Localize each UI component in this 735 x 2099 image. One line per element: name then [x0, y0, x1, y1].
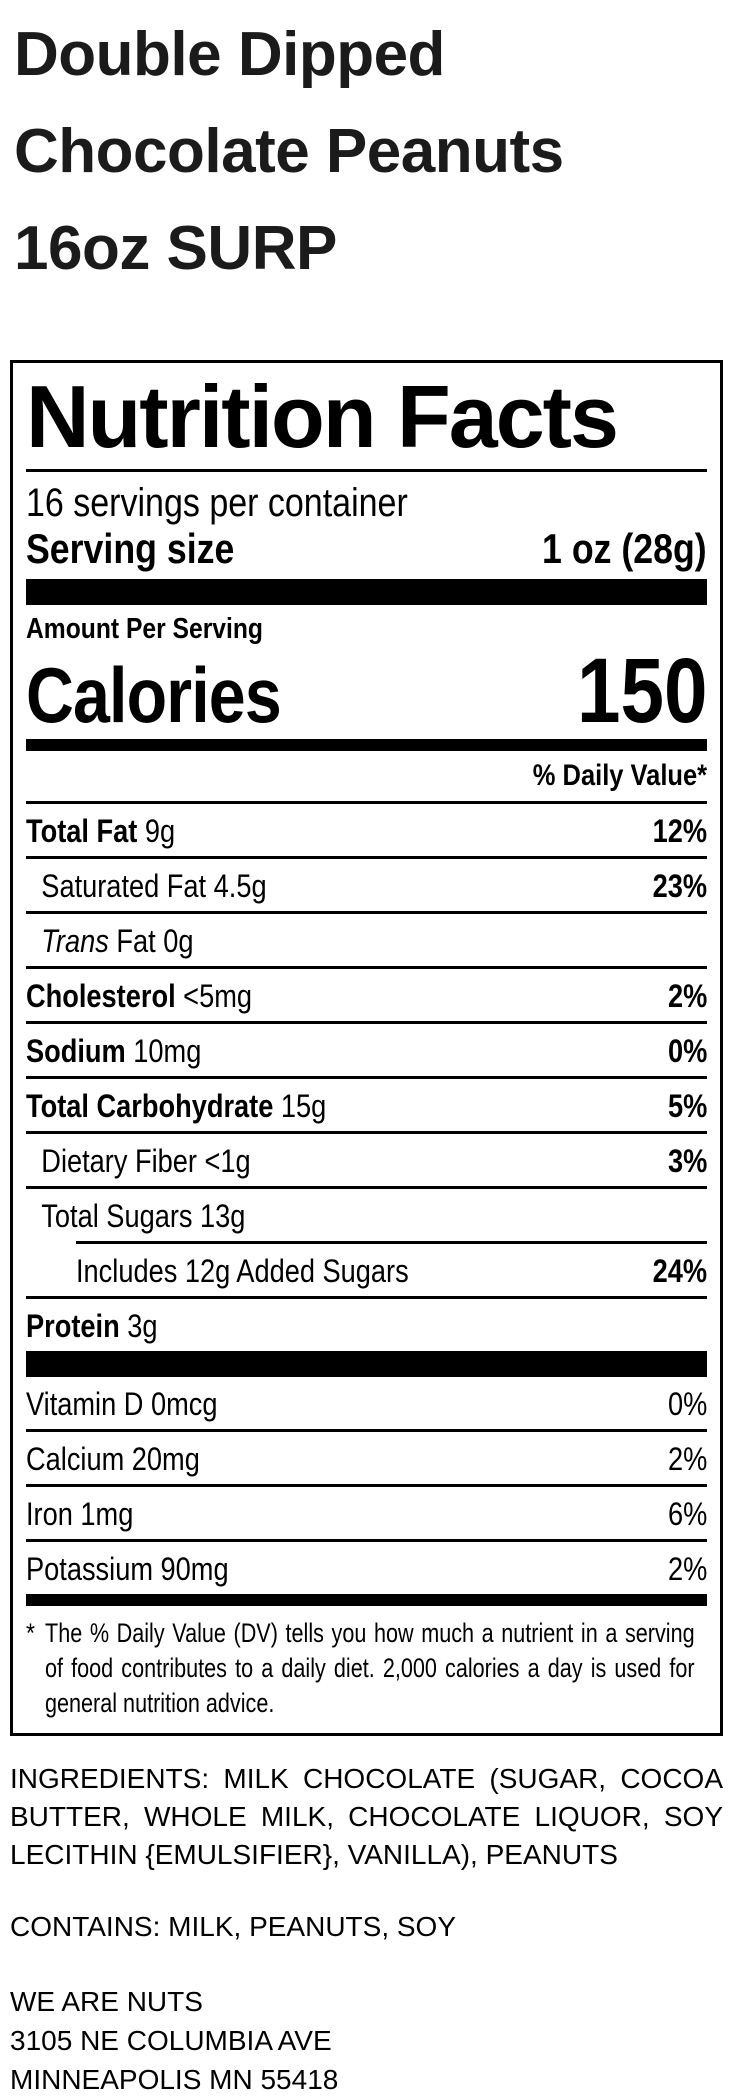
nutrient-row-dietary-fiber: Dietary Fiber <1g 3% [26, 1131, 707, 1186]
nutrient-row-trans-fat: Trans Fat 0g [26, 911, 707, 966]
nutrient-daily-value: 0% [667, 1033, 707, 1069]
nutrient-name: Dietary Fiber <1g [41, 1143, 251, 1179]
nutrient-name: Trans Fat 0g [41, 923, 194, 959]
nutrient-row-total-fat: Total Fat 9g 12% [26, 801, 707, 856]
vitamin-daily-value: 0% [667, 1386, 707, 1422]
vitamin-name: Iron 1mg [26, 1496, 134, 1532]
calories-row: Calories 150 [26, 640, 707, 742]
nutrient-daily-value: 23% [652, 868, 707, 904]
nutrient-name: Cholesterol <5mg [26, 978, 252, 1014]
daily-value-header: % Daily Value* [532, 759, 707, 792]
divider-bar-after-protein [26, 1351, 707, 1377]
vitamin-name: Vitamin D 0mcg [26, 1386, 218, 1422]
serving-size-label: Serving size [26, 525, 235, 572]
page: Double Dipped Chocolate Peanuts 16oz SUR… [0, 6, 735, 2099]
amount-per-serving-label: Amount Per Serving [26, 613, 263, 645]
nutrient-row-protein: Protein 3g [26, 1296, 707, 1351]
divider-bar-before-footnote [26, 1594, 707, 1606]
serving-size-value: 1 oz (28g) [542, 525, 707, 572]
footnote-asterisk: * [26, 1618, 35, 1648]
nutrient-name: Saturated Fat 4.5g [41, 868, 267, 904]
servings-per-container: 16 servings per container [26, 472, 707, 526]
manufacturer-address: WE ARE NUTS 3105 NE COLUMBIA AVE MINNEAP… [10, 1986, 339, 2095]
divider-bar-thick-top [26, 579, 707, 605]
product-title: Double Dipped Chocolate Peanuts 16oz SUR… [14, 20, 564, 283]
footnote: * The % Daily Value (DV) tells you how m… [26, 1606, 707, 1733]
servings-per-container-text: 16 servings per container [26, 481, 408, 525]
nutrient-daily-value: 24% [652, 1253, 707, 1289]
nutrient-name: Includes 12g Added Sugars [76, 1253, 409, 1289]
vitamin-row-potassium: Potassium 90mg 2% [26, 1539, 707, 1594]
nutrient-row-total-carbohydrate: Total Carbohydrate 15g 5% [26, 1076, 707, 1131]
calories-value: 150 [576, 640, 707, 742]
nutrient-daily-value: 3% [667, 1143, 707, 1179]
nutrient-daily-value: 12% [652, 813, 707, 849]
nutrition-facts-panel: Nutrition Facts 16 servings per containe… [10, 360, 723, 1736]
vitamin-row-vitamin-d: Vitamin D 0mcg 0% [26, 1377, 707, 1429]
vitamin-row-iron: Iron 1mg 6% [26, 1484, 707, 1539]
contains-text: CONTAINS: MILK, PEANUTS, SOY [10, 1911, 457, 1942]
nutrient-row-total-sugars: Total Sugars 13g [26, 1186, 707, 1241]
nutrient-row-added-sugars: Includes 12g Added Sugars 24% [76, 1241, 707, 1296]
vitamin-daily-value: 2% [667, 1551, 707, 1587]
nutrient-name: Total Sugars 13g [41, 1198, 246, 1234]
footnote-text-wrap: The % Daily Value (DV) tells you how muc… [44, 1616, 695, 1721]
nutrient-row-cholesterol: Cholesterol <5mg 2% [26, 966, 707, 1021]
nutrient-row-sodium: Sodium 10mg 0% [26, 1021, 707, 1076]
nutrient-daily-value: 5% [667, 1088, 707, 1124]
nutrition-facts-heading: Nutrition Facts [26, 363, 707, 472]
vitamin-name: Calcium 20mg [26, 1441, 200, 1477]
serving-size-row: Serving size 1 oz (28g) [26, 526, 707, 579]
nutrient-daily-value: 2% [667, 978, 707, 1014]
nutrient-name: Sodium 10mg [26, 1033, 202, 1069]
vitamin-daily-value: 6% [667, 1496, 707, 1532]
vitamin-row-calcium: Calcium 20mg 2% [26, 1429, 707, 1484]
footnote-text: The % Daily Value (DV) tells you how muc… [44, 1618, 695, 1718]
nutrient-name: Total Carbohydrate 15g [26, 1088, 327, 1124]
calories-label: Calories [26, 651, 282, 739]
vitamin-daily-value: 2% [667, 1441, 707, 1477]
nutrient-row-saturated-fat: Saturated Fat 4.5g 23% [26, 856, 707, 911]
vitamin-name: Potassium 90mg [26, 1551, 229, 1587]
divider-bar-after-calories [26, 739, 707, 751]
nutrient-name: Total Fat 9g [26, 813, 176, 849]
nutrient-name: Protein 3g [26, 1308, 158, 1344]
ingredients-text: INGREDIENTS: MILK CHOCOLATE (SUGAR, COCO… [10, 1763, 723, 1870]
